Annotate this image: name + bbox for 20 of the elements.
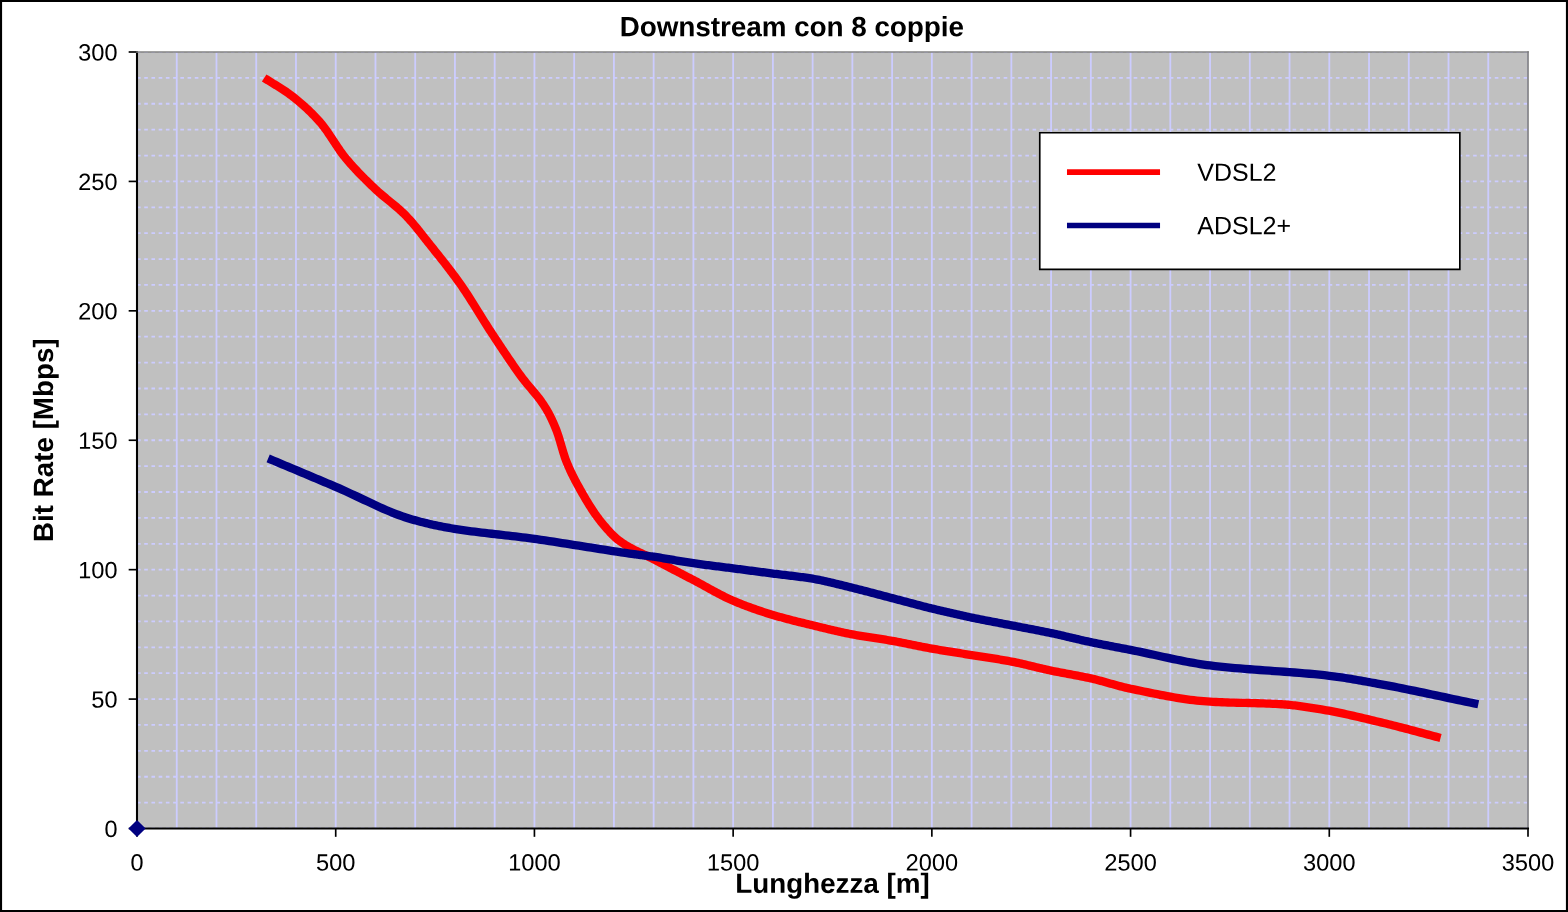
x-tick-label: 1000 (509, 854, 560, 871)
y-axis-title: Bit Rate [Mbps] (32, 339, 59, 541)
legend-label: ADSL2+ (1197, 216, 1290, 235)
y-tick-label: 150 (79, 432, 117, 450)
x-axis-title: Lunghezza [m] (737, 872, 929, 899)
x-tick-label: 3000 (1303, 854, 1355, 871)
legend-label: VDSL2 (1197, 163, 1276, 182)
y-tick-label: 300 (79, 44, 117, 61)
chart-title: Downstream con 8 coppie (621, 16, 964, 42)
x-tick-label: 1500 (708, 854, 759, 871)
x-tick-label: 2500 (1105, 854, 1156, 871)
x-tick-label: 3500 (1502, 854, 1554, 871)
y-tick-label: 50 (92, 691, 117, 708)
y-tick-label: 200 (79, 302, 117, 320)
x-tick-label: 0 (131, 854, 143, 871)
x-tick-label: 2000 (906, 854, 958, 871)
y-tick-label: 100 (79, 561, 117, 579)
x-tick-label: 500 (316, 854, 355, 871)
y-tick-label: 0 (105, 820, 117, 838)
y-tick-label: 250 (79, 173, 117, 191)
